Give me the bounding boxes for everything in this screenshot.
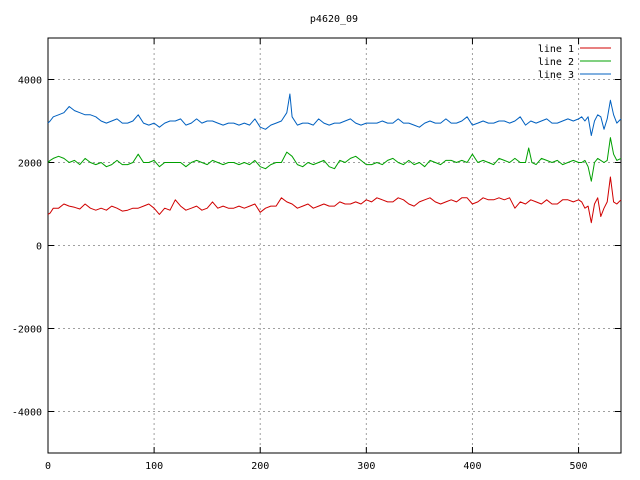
legend-label: line 1: [538, 44, 574, 55]
axis-ticks: 0 100 200 300 400 500 -4000 -2000 0 2000 4000: [12, 38, 621, 472]
series-line-2: [47, 137, 622, 182]
y-tick-label: -4000: [12, 408, 42, 419]
legend-label: line 2: [538, 57, 574, 68]
grid: [48, 38, 621, 453]
y-tick-label: 4000: [18, 76, 42, 87]
x-tick-label: 300: [357, 461, 375, 472]
y-tick-label: 2000: [18, 159, 42, 170]
x-tick-label: 0: [45, 461, 51, 472]
x-tick-label: 200: [251, 461, 269, 472]
y-tick-label: -2000: [12, 325, 42, 336]
series-lines: [47, 93, 622, 224]
legend: line 1 line 2 line 3: [538, 44, 611, 81]
series-line-1: [47, 176, 622, 224]
series-line-3: [47, 93, 622, 136]
legend-label: line 3: [538, 70, 574, 81]
y-tick-label: 0: [36, 242, 42, 253]
x-tick-label: 500: [570, 461, 588, 472]
x-tick-label: 400: [463, 461, 481, 472]
chart-title: p4620_09: [310, 14, 358, 25]
x-tick-label: 100: [145, 461, 163, 472]
